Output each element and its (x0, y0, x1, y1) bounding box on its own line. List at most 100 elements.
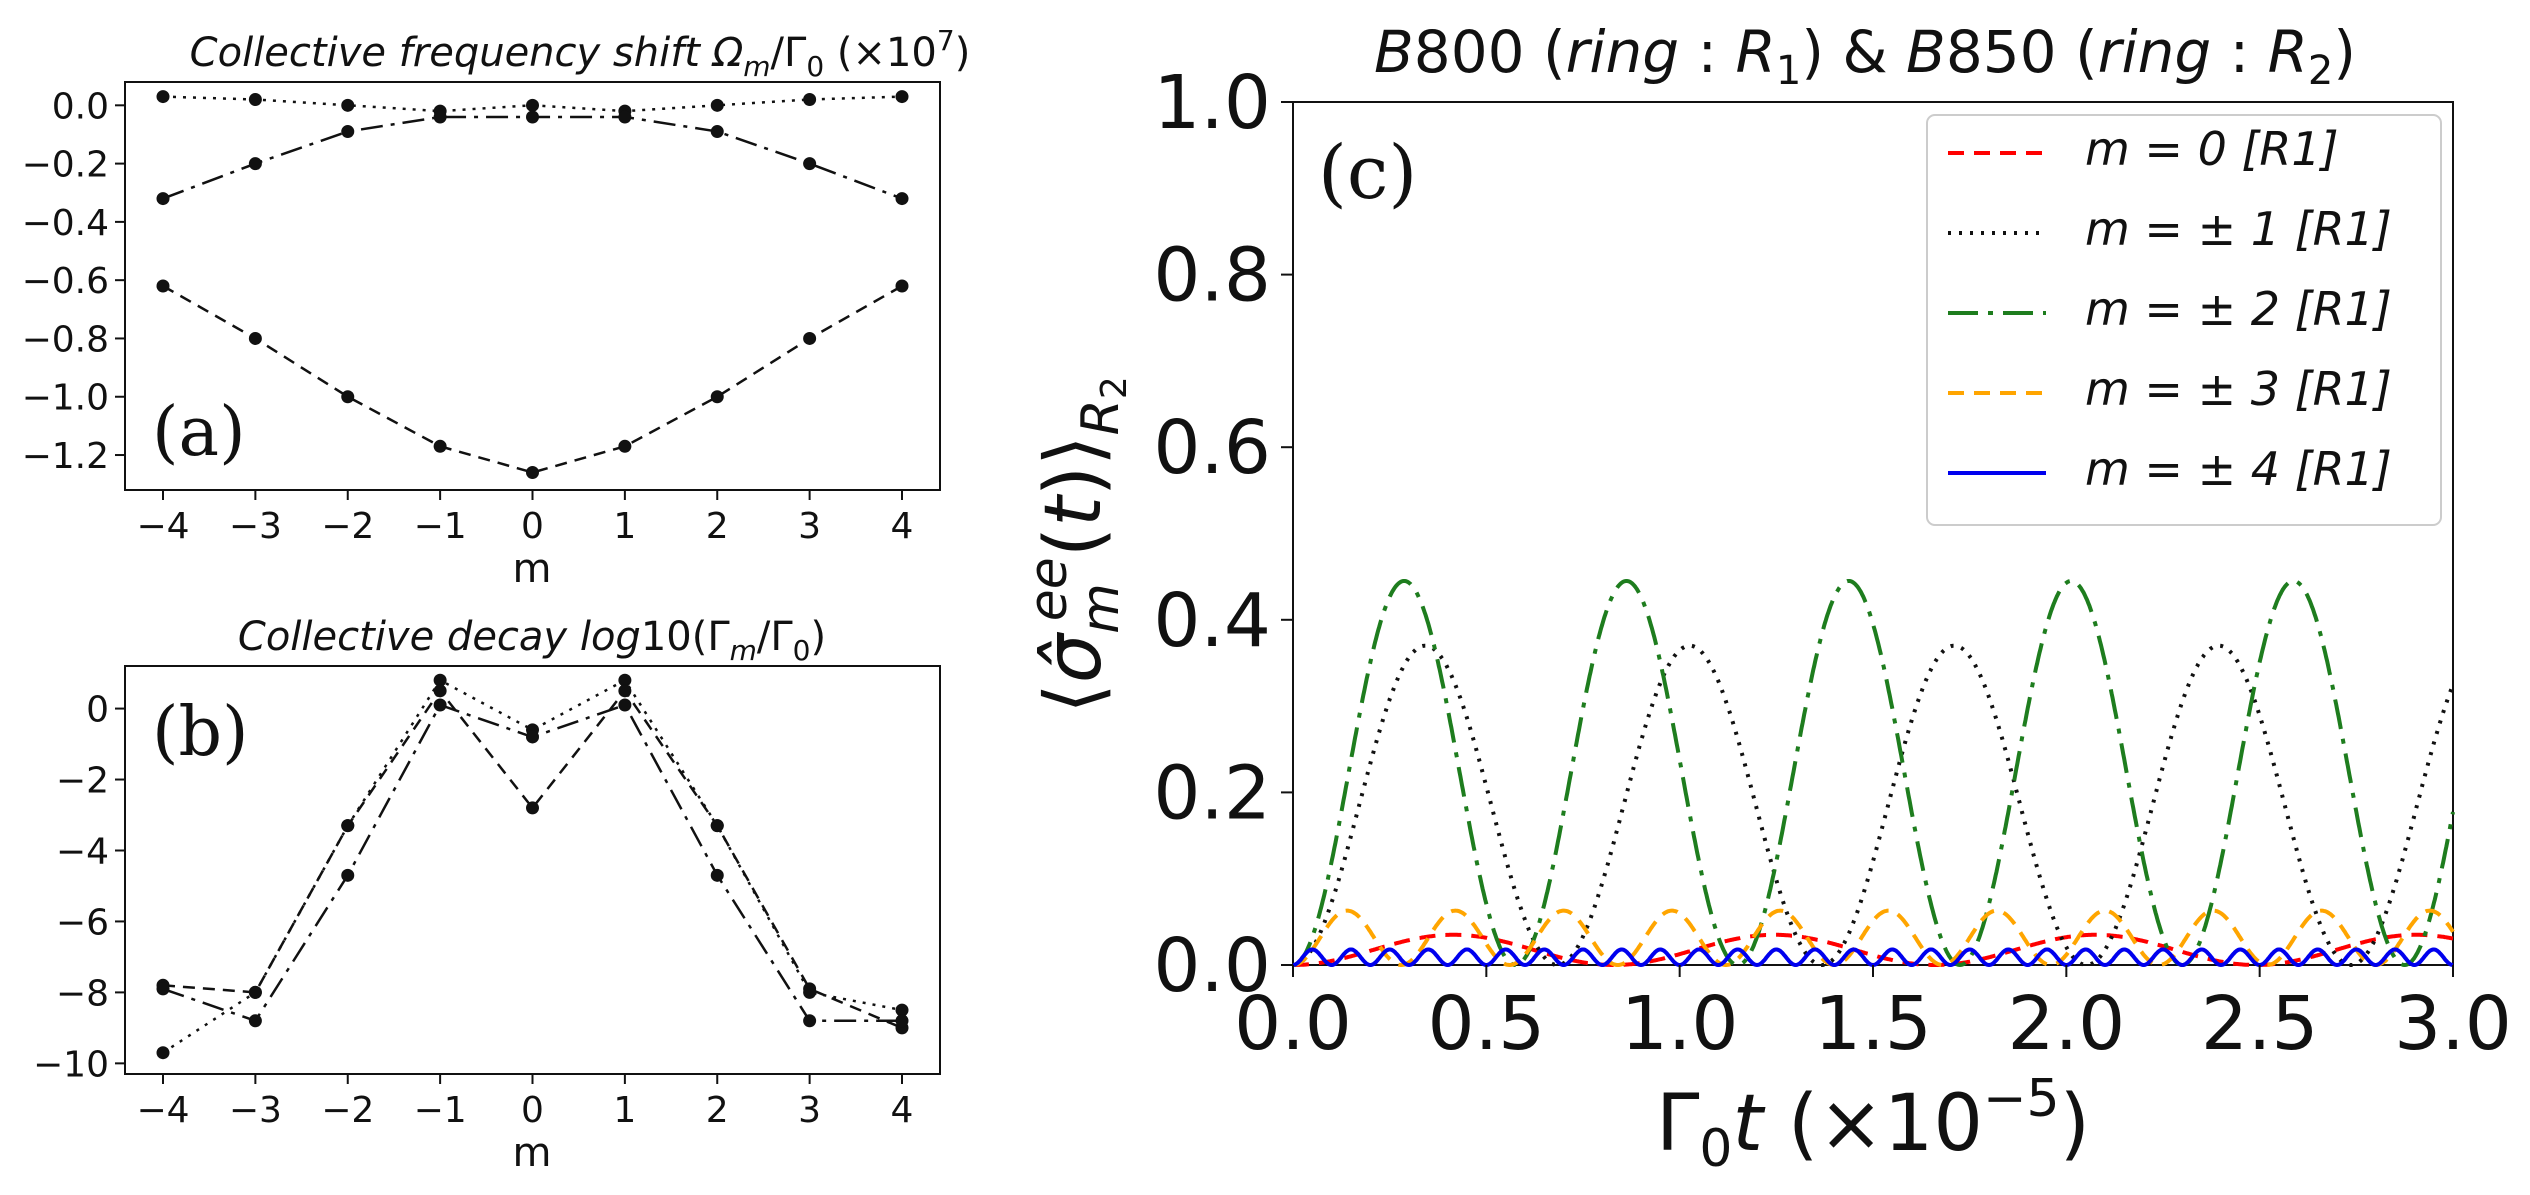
panel-c-label: (c) (1318, 130, 1417, 216)
a-data-point (526, 466, 539, 480)
b-data-point (341, 819, 355, 833)
a-xtick-label: 1 (613, 506, 636, 547)
a-ytick-label: −1.2 (22, 436, 109, 477)
b-ytick-label: 0 (86, 690, 109, 731)
b-data-point (895, 1003, 909, 1017)
a-series-line-dash-dot (162, 115, 903, 200)
a-data-point (710, 98, 724, 112)
c-ytick-label: 0.6 (1153, 405, 1271, 491)
a-data-point (526, 110, 539, 124)
panel-a-axes-frame (124, 81, 941, 491)
c-xtick-label: 0.0 (1234, 981, 1352, 1067)
a-ytick-label: −1.0 (22, 378, 109, 419)
c-series-line-1 (1293, 643, 2455, 967)
a-data-point (618, 439, 632, 453)
legend-label-2: m = ± 2 [R1] (2085, 282, 2392, 336)
a-xtick-label: −1 (414, 506, 467, 547)
b-ytick-label: −4 (56, 831, 109, 872)
panel-b-xlabel: m (513, 1130, 552, 1176)
c-ytick-label: 0.8 (1153, 233, 1271, 319)
panel-a-xlabel: m (513, 546, 552, 592)
a-data-point (895, 90, 909, 104)
b-xtick-label: 2 (706, 1090, 729, 1131)
panel-b-x-axis: −4 −3 −2 −1 0 1 2 3 4 (136, 1074, 913, 1131)
b-data-point (526, 730, 539, 744)
panel-a-series (156, 90, 909, 480)
b-data-point (618, 698, 632, 712)
a-data-point (803, 92, 817, 106)
a-data-point (341, 98, 355, 112)
a-data-point (710, 125, 724, 139)
a-series-line-dashed (162, 284, 903, 474)
a-data-point (248, 331, 262, 345)
b-series-line-dotted (162, 678, 903, 1054)
panel-b-label: (b) (152, 693, 249, 772)
c-ytick-label: 0.0 (1153, 923, 1271, 1009)
b-data-point (618, 684, 632, 698)
b-ytick-label: −6 (56, 902, 109, 943)
b-data-point (341, 868, 355, 882)
b-data-point (156, 982, 170, 996)
a-data-point (156, 279, 170, 293)
panel-a-x-axis: −4 −3 −2 −1 0 1 2 3 4 (136, 490, 913, 547)
a-data-point (803, 157, 817, 171)
panel-c-title: B800 (ring : R1) & B850 (ring : R2) (1374, 18, 2356, 94)
b-ytick-label: −2 (56, 761, 109, 802)
a-data-point (341, 390, 355, 404)
panel-a-y-axis: 0.0 −0.2 −0.4 −0.6 −0.8 −1.0 −1.2 (22, 86, 125, 477)
c-xtick-label: 2.5 (2201, 981, 2319, 1067)
b-xtick-label: 3 (798, 1090, 821, 1131)
legend-label-4: m = ± 4 [R1] (2085, 442, 2392, 496)
panel-c-legend: m = 0 [R1] m = ± 1 [R1] m = ± 2 [R1] m = ± … (1926, 114, 2442, 526)
c-xtick-label: 3.0 (2394, 981, 2512, 1067)
a-ytick-label: −0.4 (22, 203, 109, 244)
a-data-point (433, 439, 447, 453)
c-xtick-label: 1.0 (1621, 981, 1739, 1067)
c-xtick-label: 2.0 (2007, 981, 2125, 1067)
a-xtick-label: −2 (321, 506, 374, 547)
panel-b-title: Collective decay log10(Γm/Γ0) (238, 614, 826, 667)
legend-label-1: m = ± 1 [R1] (2085, 202, 2392, 256)
c-ytick-label: 1.0 (1153, 60, 1271, 146)
c-series-line-2 (1292, 579, 2455, 968)
a-xtick-label: 3 (798, 506, 821, 547)
panel-c-y-axis: 0.0 0.2 0.4 0.6 0.8 1.0 (1153, 60, 1293, 1009)
legend-label-0: m = 0 [R1] (2085, 122, 2339, 176)
panel-b-y-axis: 0 −2 −4 −6 −8 −10 (33, 690, 125, 1085)
b-data-point (156, 1046, 170, 1060)
b-data-point (803, 1014, 817, 1028)
panel-a-label: (a) (152, 393, 246, 472)
b-data-point (895, 1014, 909, 1028)
b-data-point (433, 684, 447, 698)
b-xtick-label: 1 (613, 1090, 636, 1131)
b-data-point (526, 801, 539, 815)
c-ytick-label: 0.4 (1153, 578, 1271, 664)
panel-b-collective-decay: Collective decay log10(Γm/Γ0) 0 −2 −4 −6 −8 −… (33, 614, 941, 1176)
c-series-line-3 (1293, 908, 2455, 967)
panel-c-x-axis: 0.0 0.5 1.0 1.5 2.0 2.5 3.0 (1234, 965, 2512, 1067)
panel-a-title: Collective frequency shift Ωm/Γ0 (×107) (190, 24, 971, 83)
b-data-point (433, 673, 447, 687)
b-data-point (618, 673, 632, 687)
c-xtick-label: 1.5 (1814, 981, 1932, 1067)
panel-c-series (1292, 579, 2455, 968)
a-data-point (341, 125, 355, 139)
panel-a-frequency-shift: Collective frequency shift Ωm/Γ0 (×107) … (22, 24, 971, 592)
a-xtick-label: 0 (521, 506, 544, 547)
b-series-line-dash-dot (162, 703, 902, 1023)
legend-frame (1926, 114, 2442, 526)
a-data-point (710, 390, 724, 404)
a-data-point (248, 157, 262, 171)
a-xtick-label: −3 (229, 506, 282, 547)
b-xtick-label: −1 (414, 1090, 467, 1131)
b-ytick-label: −10 (33, 1044, 109, 1085)
b-xtick-label: −4 (136, 1090, 189, 1131)
b-xtick-label: −2 (321, 1090, 374, 1131)
a-xtick-label: 4 (891, 506, 914, 547)
b-data-point (433, 698, 447, 712)
a-data-point (526, 98, 539, 112)
a-xtick-label: −4 (136, 506, 189, 547)
a-data-point (803, 331, 817, 345)
a-data-point (433, 110, 447, 124)
